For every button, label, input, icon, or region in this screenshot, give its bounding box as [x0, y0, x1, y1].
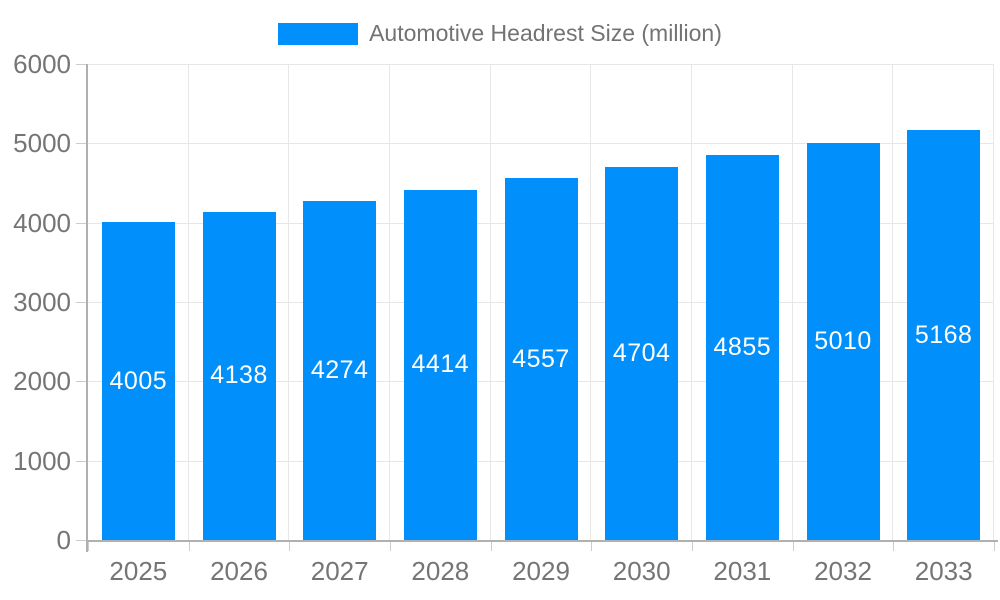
gridline-vertical [288, 64, 290, 540]
bar-value-label: 4138 [210, 361, 268, 390]
x-axis-label: 2028 [411, 556, 470, 586]
gridline-horizontal [88, 143, 994, 145]
y-tick [76, 302, 86, 303]
x-axis-label: 2025 [109, 556, 168, 586]
bar-value-label: 4704 [612, 338, 671, 367]
y-axis-label: 6000 [13, 49, 71, 79]
x-axis-label: 2031 [713, 556, 772, 586]
y-axis-label: 0 [56, 525, 71, 555]
gridline-vertical [892, 64, 894, 540]
x-tick [692, 540, 693, 551]
gridline-vertical [791, 64, 793, 540]
y-tick [76, 540, 86, 541]
bar-2032[interactable]: 5010 [806, 142, 880, 540]
y-axis-label: 5000 [13, 128, 71, 159]
bar-2026[interactable]: 4138 [202, 211, 276, 540]
bar-2030[interactable]: 4704 [605, 166, 679, 540]
bar-value-label: 5010 [814, 326, 872, 355]
x-tick [289, 540, 291, 551]
x-tick [792, 540, 794, 551]
bar-2031[interactable]: 4855 [705, 154, 779, 540]
x-tick [893, 540, 895, 551]
y-axis-label: 4000 [13, 207, 71, 238]
legend-label: Automotive Headrest Size (million) [369, 20, 722, 46]
x-axis-label: 2032 [814, 556, 872, 586]
bar-value-label: 4005 [109, 366, 168, 395]
bar-2028[interactable]: 4414 [403, 189, 477, 540]
x-tick [390, 540, 391, 551]
gridline-vertical [590, 64, 592, 540]
x-tick [188, 540, 190, 551]
gridline-vertical [187, 64, 189, 540]
plot-area: 4005 4138 4274 4414 4557 4704 4855 5010 5168 [88, 64, 994, 540]
gridline-vertical [389, 64, 390, 540]
x-tick [591, 540, 593, 551]
x-axis-label: 2033 [914, 556, 973, 586]
bar-2025[interactable]: 4005 [101, 222, 175, 540]
x-axis-label: 2029 [512, 556, 570, 586]
y-tick [76, 64, 86, 65]
x-axis-line [86, 540, 998, 542]
legend-marker-icon [278, 22, 359, 45]
bar-2029[interactable]: 4557 [504, 178, 578, 540]
y-tick [76, 222, 86, 224]
x-tick [994, 540, 995, 551]
x-axis-label: 2027 [310, 556, 369, 586]
bar-2033[interactable]: 5168 [907, 130, 981, 540]
x-tick [88, 540, 89, 551]
bar-value-label: 4855 [713, 332, 772, 361]
y-axis-label: 3000 [13, 287, 71, 317]
y-tick [76, 460, 86, 462]
legend[interactable]: Automotive Headrest Size (million) [0, 20, 1000, 47]
gridline-vertical [691, 64, 692, 540]
y-tick [76, 381, 86, 383]
y-axis-label: 1000 [13, 445, 71, 476]
y-tick [76, 143, 86, 145]
x-axis-label: 2026 [210, 556, 268, 586]
gridline-vertical [489, 64, 491, 540]
gridline-vertical [993, 64, 994, 540]
gridline-horizontal [88, 64, 994, 65]
bar-value-label: 4414 [411, 350, 470, 379]
y-axis-label: 2000 [13, 366, 71, 397]
bar-value-label: 4557 [512, 344, 570, 373]
x-tick [490, 540, 492, 551]
bar-value-label: 4274 [310, 355, 369, 384]
bar-2027[interactable]: 4274 [303, 200, 377, 540]
y-axis-line [86, 64, 88, 552]
x-axis-label: 2030 [612, 556, 671, 586]
bar-value-label: 5168 [914, 320, 973, 349]
